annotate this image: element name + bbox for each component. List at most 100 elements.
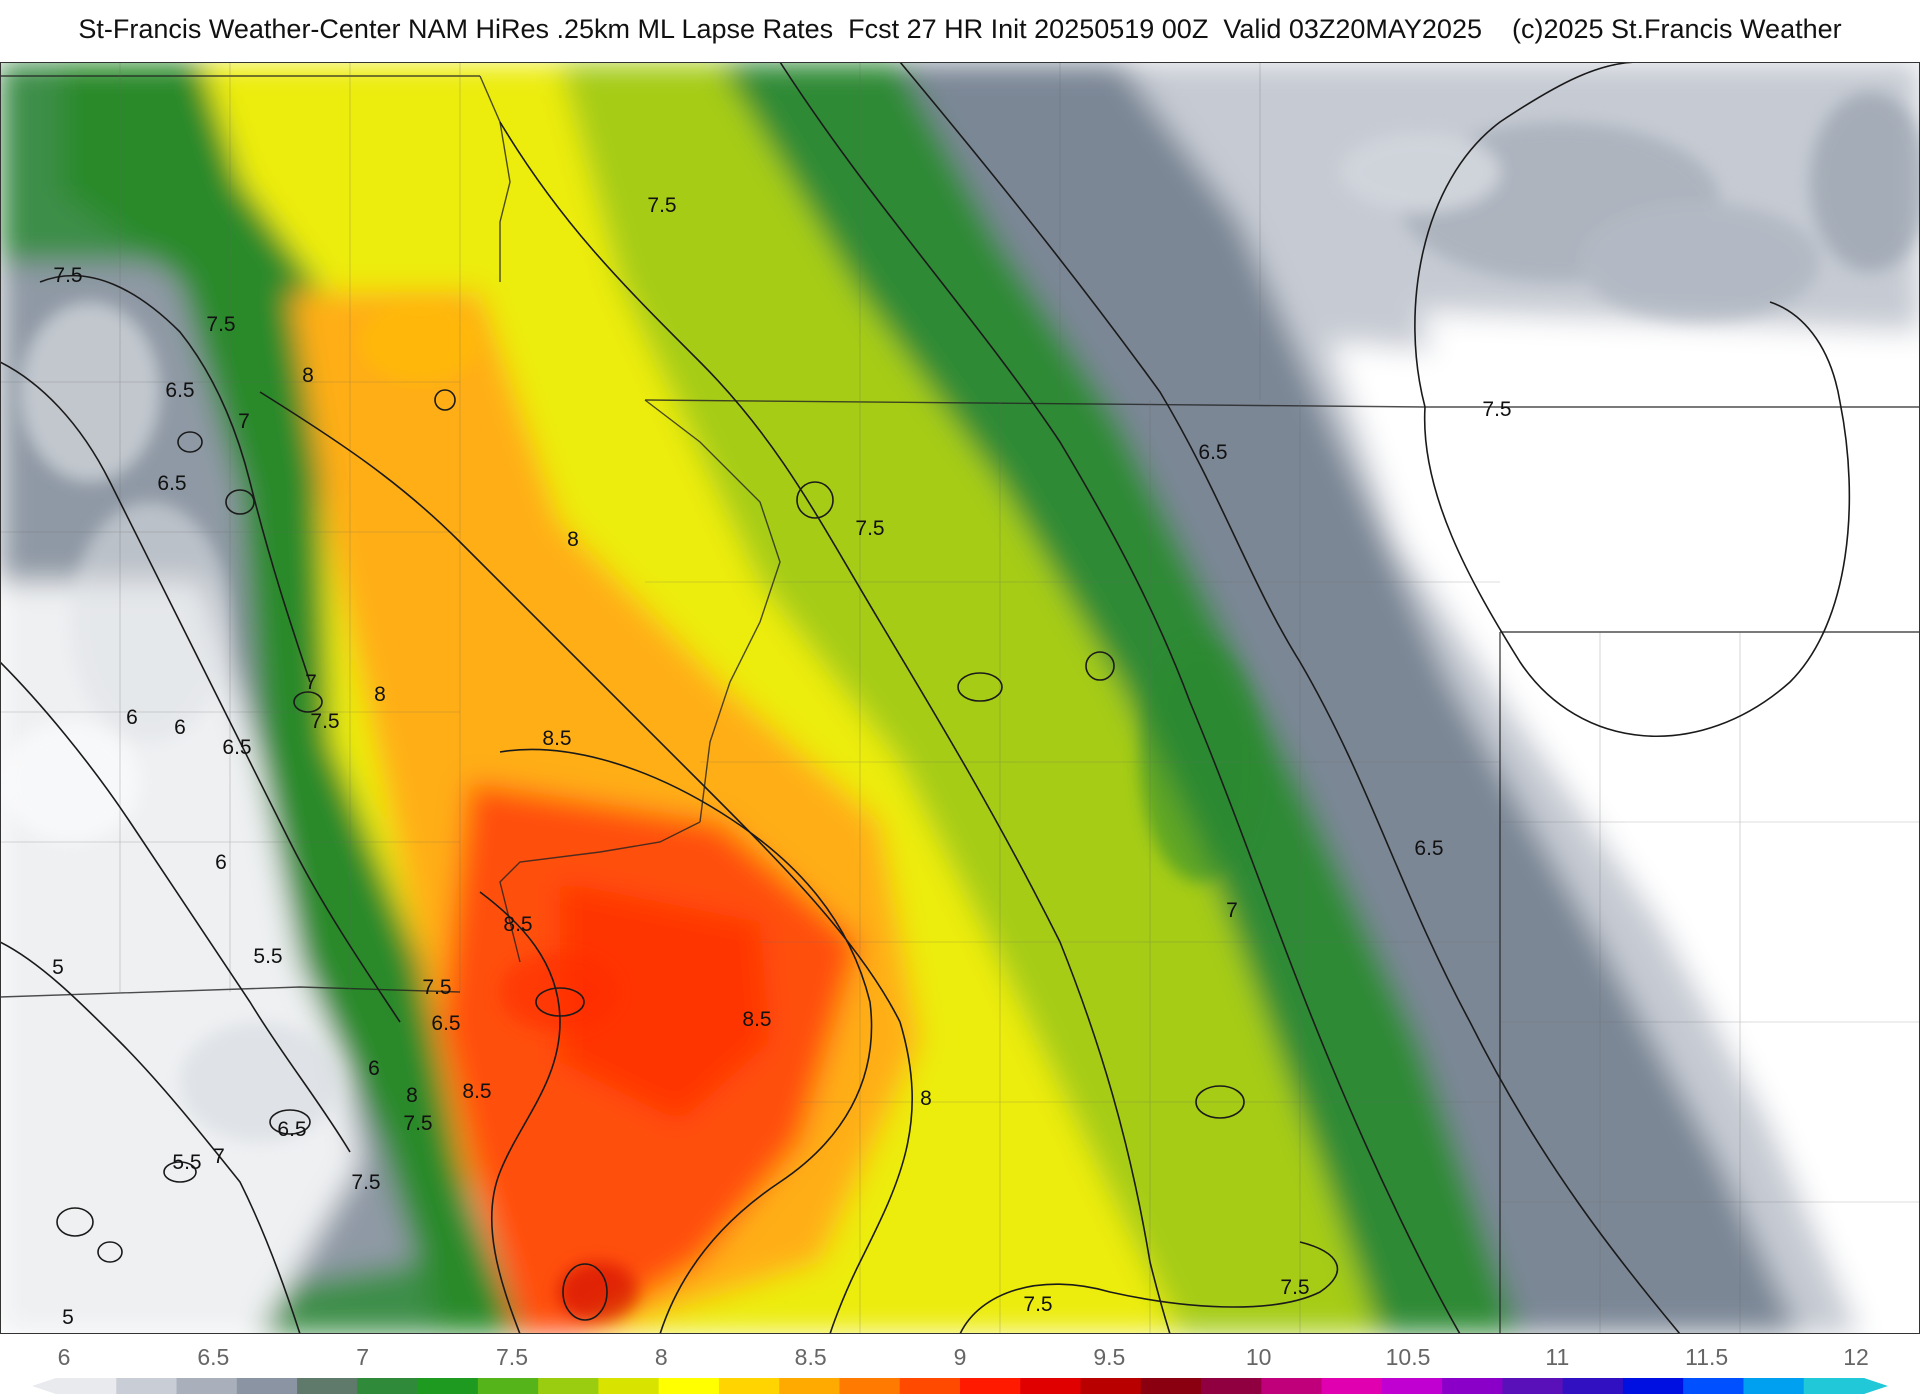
contour-6-west: [1414, 62, 1641, 408]
contour-label: 5: [52, 956, 64, 979]
contour-closed-12: [56, 1207, 94, 1237]
contour-lines: [0, 62, 1851, 1334]
colorbar-swatch: [839, 1378, 901, 1394]
contour-label: 6.5: [1198, 441, 1227, 464]
contour-label: 5.5: [172, 1151, 201, 1174]
contour-5.5-west: [0, 941, 301, 1334]
contour-label: 8.5: [742, 1008, 771, 1031]
title-bar: St-Francis Weather-Center NAM HiRes .25k…: [0, 0, 1920, 62]
contour-label: 7.5: [1482, 398, 1511, 421]
colorbar-swatch: [1442, 1378, 1503, 1394]
colorbar-swatch: [1261, 1378, 1323, 1394]
contour-label: 7: [238, 410, 250, 433]
contour-label: 6.5: [157, 472, 186, 495]
contour-closed-2: [796, 481, 834, 519]
contour-closed-14: [177, 431, 203, 453]
contour-closed-6: [562, 1263, 608, 1321]
contour-label: 6.5: [277, 1118, 306, 1141]
contour-6-east: [1423, 301, 1851, 737]
contour-label: 5.5: [253, 945, 282, 968]
contour-label: 7.5: [351, 1171, 380, 1194]
contour-label: 6.5: [165, 379, 194, 402]
map-title: St-Francis Weather-Center NAM HiRes .25k…: [78, 14, 1842, 44]
colorbar-tick-label: 9.5: [1093, 1344, 1126, 1370]
colorbar-tick-label: 7.5: [496, 1344, 528, 1370]
colorbar-swatch: [598, 1378, 660, 1394]
contour-6.5: [899, 62, 1681, 1334]
colorbar-swatch: [899, 1378, 961, 1394]
colorbar-swatch: [538, 1378, 599, 1394]
colorbar-swatch: [718, 1378, 780, 1394]
contour-label: 6: [368, 1057, 380, 1080]
contour-6-west: [0, 661, 351, 1153]
contour-7.5-south: [959, 1241, 1339, 1334]
colorbar-swatch: [176, 1378, 238, 1394]
colorbar-swatch: [1803, 1378, 1865, 1394]
colorbar-swatch: [1381, 1378, 1443, 1394]
contour-label: 7.5: [1023, 1293, 1052, 1316]
contour-label: 7.5: [53, 264, 82, 287]
contour-label: 7.5: [1280, 1276, 1309, 1299]
colorbar-tick-label: 9: [953, 1344, 967, 1370]
contour-label: 7: [305, 671, 317, 694]
colorbar-swatch: [1080, 1378, 1142, 1394]
contour-label: 6: [174, 716, 186, 739]
contour-label: 6.5: [222, 736, 251, 759]
colorbar-swatch: [1140, 1378, 1202, 1394]
contour-closed-8: [293, 691, 323, 713]
political-boundaries: [0, 75, 1920, 1334]
colorbar-swatch: [297, 1378, 358, 1394]
contour-7.5-west: [39, 274, 311, 683]
contour-7.5: [499, 121, 1171, 1334]
contour-closed-5: [1195, 1085, 1245, 1119]
contour-label: 8: [302, 364, 314, 387]
colorbar-high-arrow: [1864, 1378, 1888, 1394]
contour-8.5-west: [479, 891, 561, 1334]
colorbar-low-arrow: [32, 1378, 56, 1394]
map-canvas: 7.5 7.5 7.5 8 6.5 7 6.5 8 7.5 6.5 7.5 7 …: [0, 62, 1920, 1334]
colorbar-swatch: [116, 1378, 178, 1394]
colorbar-tick-label: 8: [654, 1344, 668, 1370]
contour-label: 8: [920, 1087, 932, 1110]
colorbar-legend: 6 6.5 7 7.5 8 8.5 9 9.5 10 10.5 11 11.5 12: [0, 1334, 1920, 1400]
contour-label: 7: [1226, 899, 1238, 922]
contour-label: 7.5: [403, 1112, 432, 1135]
contour-label: 8: [406, 1084, 418, 1107]
colorbar-swatch: [1020, 1378, 1082, 1394]
contour-label: 8.5: [542, 727, 571, 750]
colorbar-swatch: [1502, 1378, 1564, 1394]
contour-labels: 7.5 7.5 7.5 8 6.5 7 6.5 8 7.5 6.5 7.5 7 …: [52, 194, 1511, 1329]
contour-7: [779, 62, 1461, 1334]
contour-label: 7.5: [206, 313, 235, 336]
colorbar-swatch: [357, 1378, 419, 1394]
colorbar-tick-label: 7: [356, 1344, 370, 1370]
colorbar-swatch: [417, 1378, 479, 1394]
contour-6.5-west: [0, 361, 401, 1023]
colorbar-swatch: [779, 1378, 841, 1394]
colorbar-swatch: [477, 1378, 539, 1394]
lapse-rate-map: 7.5 7.5 7.5 8 6.5 7 6.5 8 7.5 6.5 7.5 7 …: [0, 62, 1920, 1334]
contour-label: 6.5: [1414, 837, 1443, 860]
contour-label: 6: [126, 706, 138, 729]
contour-8.5: [499, 748, 873, 1334]
colorbar-swatch: [56, 1378, 117, 1394]
colorbar-swatch: [236, 1378, 298, 1394]
contour-label: 6.5: [431, 1012, 460, 1035]
colorbar-swatch: [1743, 1378, 1805, 1394]
colorbar-swatch: [1321, 1378, 1383, 1394]
contour-closed-9: [225, 489, 255, 515]
colorbar-swatch: [1622, 1378, 1684, 1394]
colorbar-tick-label: 12: [1843, 1344, 1869, 1370]
colorbar-tick-label: 8.5: [794, 1344, 827, 1370]
contour-label: 8.5: [462, 1080, 491, 1103]
colorbar-tick-label: 10.5: [1385, 1344, 1431, 1370]
contour-closed-1: [434, 389, 456, 411]
colorbar-tick-label: 6: [57, 1344, 71, 1370]
contour-closed-7: [535, 987, 585, 1017]
colorbar-swatch: [960, 1378, 1021, 1394]
contour-label: 8.5: [503, 913, 532, 936]
contour-label: 8: [567, 528, 579, 551]
colorbar-tick-label: 11: [1545, 1344, 1570, 1370]
contour-label: 7.5: [310, 710, 339, 733]
colorbar-tick-label: 11.5: [1685, 1344, 1729, 1370]
